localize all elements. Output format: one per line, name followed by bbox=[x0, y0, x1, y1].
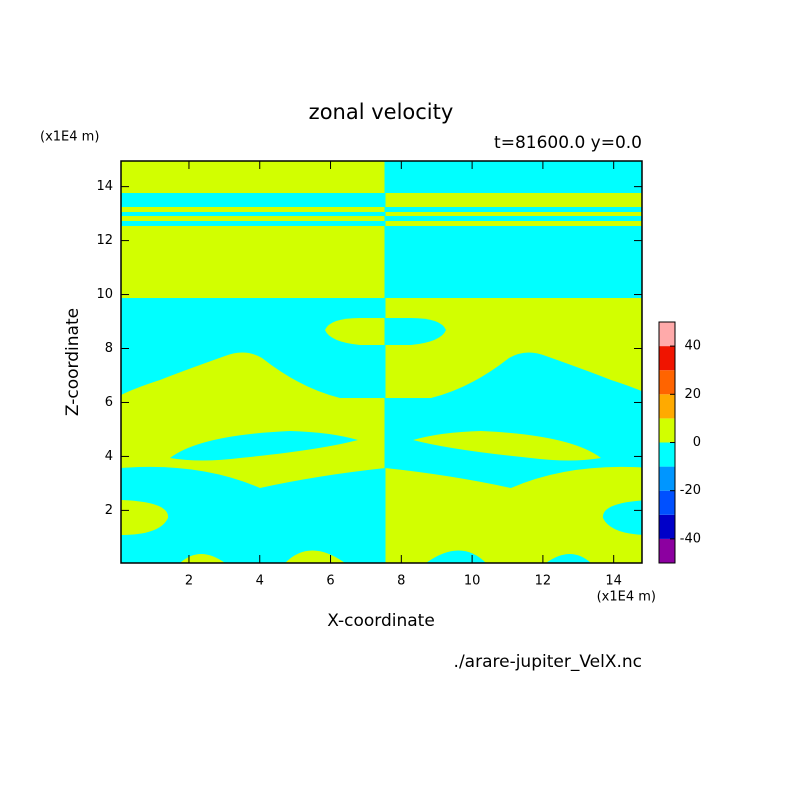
x-tick-label: 10 bbox=[464, 574, 481, 589]
contour-region bbox=[426, 550, 486, 563]
x-tick-label: 2 bbox=[185, 574, 193, 589]
colorbar-bin bbox=[659, 538, 675, 563]
y-tick-label: 2 bbox=[105, 503, 113, 518]
chart-title: zonal velocity bbox=[309, 100, 454, 124]
contour-field bbox=[121, 161, 642, 563]
x-axis-label: X-coordinate bbox=[327, 611, 435, 631]
colorbar-tick-label: -40 bbox=[680, 531, 701, 546]
contour-region bbox=[121, 500, 169, 535]
colorbar-bin bbox=[659, 466, 675, 491]
y-tick-label: 8 bbox=[105, 341, 113, 356]
contour-region bbox=[121, 193, 386, 207]
y-tick-label: 10 bbox=[96, 287, 113, 302]
x-tick-label: 6 bbox=[326, 574, 334, 589]
contour-region bbox=[180, 554, 225, 563]
contour-region bbox=[546, 554, 591, 563]
contour-region bbox=[121, 212, 386, 216]
x-unit: (x1E4 m) bbox=[597, 590, 656, 605]
chart-subtitle: t=81600.0 y=0.0 bbox=[494, 133, 642, 153]
colorbar-tick-label: 0 bbox=[693, 435, 701, 450]
left-half bbox=[121, 161, 386, 563]
contour-region bbox=[285, 550, 345, 563]
contour-region bbox=[385, 318, 446, 345]
colorbar-bin bbox=[659, 418, 675, 443]
colorbar-bin bbox=[659, 322, 675, 347]
colorbar-bin bbox=[659, 514, 675, 539]
contour-region bbox=[385, 298, 642, 398]
colorbar-bin bbox=[659, 370, 675, 395]
contour-region bbox=[121, 466, 386, 563]
contour-region bbox=[121, 221, 386, 226]
y-unit: (x1E4 m) bbox=[40, 130, 99, 145]
plot-frame bbox=[120, 160, 643, 564]
colorbar-bin bbox=[659, 442, 675, 467]
y-tick-label: 14 bbox=[96, 179, 113, 194]
y-tick-label: 12 bbox=[96, 233, 113, 248]
contour-region bbox=[385, 466, 642, 563]
colorbar-tick-label: 20 bbox=[684, 387, 701, 402]
x-tick-label: 14 bbox=[605, 574, 622, 589]
contour-region bbox=[385, 221, 642, 226]
contour-region bbox=[602, 500, 642, 535]
colorbar-bin bbox=[659, 394, 675, 419]
colorbar-tick-label: -20 bbox=[680, 483, 701, 498]
colorbar-tick-label: 40 bbox=[684, 339, 701, 354]
contour-region bbox=[385, 193, 642, 207]
y-tick-label: 6 bbox=[105, 395, 113, 410]
colorbar-bin bbox=[659, 346, 675, 371]
right-half bbox=[385, 161, 642, 563]
colorbar-bin bbox=[659, 490, 675, 515]
y-tick-label: 4 bbox=[105, 449, 113, 464]
source-label: ./arare-jupiter_VelX.nc bbox=[454, 652, 642, 672]
y-axis-label: Z-coordinate bbox=[63, 308, 83, 416]
contour-region bbox=[170, 431, 358, 461]
x-tick-label: 8 bbox=[397, 574, 405, 589]
x-tick-label: 4 bbox=[256, 574, 264, 589]
contour-region bbox=[385, 212, 642, 216]
contour-region bbox=[413, 431, 601, 461]
contour-region bbox=[325, 318, 386, 345]
contour-region bbox=[121, 298, 386, 398]
x-tick-label: 12 bbox=[535, 574, 552, 589]
